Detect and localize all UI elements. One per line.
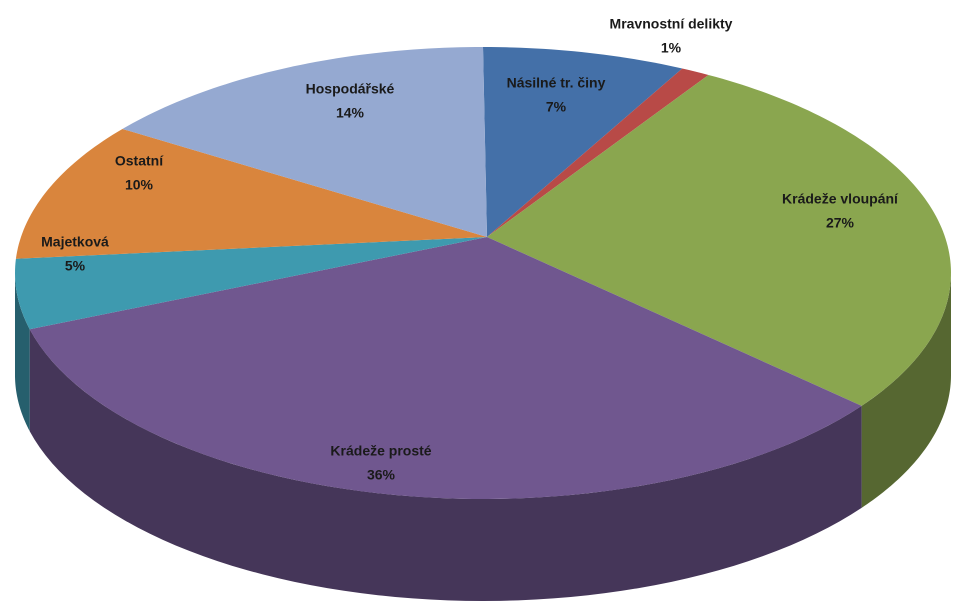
slice-label: Ostatní: [115, 153, 164, 169]
slice-value-label: 10%: [125, 177, 154, 193]
pie-slice: [487, 74, 951, 406]
pie-slice: [15, 128, 487, 259]
pie-side: [861, 273, 951, 508]
slice-value-label: 7%: [546, 99, 567, 115]
slice-value-label: 36%: [367, 467, 396, 483]
slice-label: Krádeže prosté: [330, 443, 431, 459]
slice-label: Násilné tr. činy: [507, 75, 606, 91]
pie-side: [15, 273, 30, 432]
slice-label: Mravnostní delikty: [610, 16, 733, 32]
pie-slice: [15, 237, 487, 330]
slice-value-label: 27%: [826, 215, 855, 231]
pie-slice: [483, 47, 683, 237]
pie-side: [29, 329, 862, 601]
slice-label: Hospodářské: [306, 81, 395, 97]
slice-value-label: 14%: [336, 105, 365, 121]
slice-label: Krádeže vloupání: [782, 191, 899, 207]
slice-label: Majetková: [41, 234, 109, 250]
pie-slice: [122, 47, 487, 237]
slice-value-label: 1%: [661, 40, 682, 56]
pie-slice: [29, 237, 862, 499]
pie-slice: [487, 68, 709, 237]
slice-value-label: 5%: [65, 258, 86, 274]
